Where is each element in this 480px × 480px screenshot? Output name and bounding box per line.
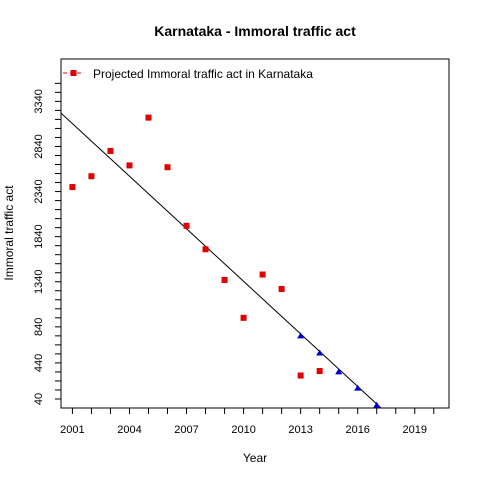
- trend-line-layer: [61, 112, 382, 408]
- data-point-square: [126, 162, 133, 169]
- y-axis-label: Immoral traffic act: [2, 185, 16, 281]
- y-tick-label: 840: [33, 318, 45, 336]
- y-tick-label: 2340: [33, 179, 45, 203]
- data-point-square: [69, 184, 76, 191]
- data-point-square: [297, 372, 304, 379]
- legend-label: Projected Immoral traffic act in Karnata…: [93, 67, 313, 81]
- x-tick-label: 2004: [117, 424, 141, 436]
- x-tick-label: 2001: [60, 424, 84, 436]
- legend: Projected Immoral traffic act in Karnata…: [63, 67, 313, 81]
- y-tick-label: 1340: [33, 270, 45, 294]
- x-tick-label: 2007: [174, 424, 198, 436]
- data-point-square: [240, 314, 247, 321]
- data-point-square: [145, 114, 152, 121]
- x-tick-label: 2019: [403, 424, 427, 436]
- x-tick-label: 2010: [231, 424, 255, 436]
- y-tick-label: 1840: [33, 224, 45, 248]
- chart-title: Karnataka - Immoral traffic act: [154, 23, 356, 39]
- y-axis: 40 440 840 1340 1840 2340 2840 3340: [33, 82, 62, 405]
- data-point-triangle: [297, 332, 305, 339]
- data-point-square: [259, 271, 266, 278]
- y-tick-label: 40: [33, 393, 45, 405]
- x-axis-label: Year: [243, 451, 267, 465]
- data-point-square: [278, 285, 285, 292]
- x-axis: 2001 2004 2007 2010 2013 2016 2019: [60, 407, 435, 436]
- data-point-square: [202, 246, 209, 253]
- x-tick-label: 2016: [345, 424, 369, 436]
- data-point-square: [316, 368, 323, 375]
- data-point-square: [88, 173, 95, 180]
- data-point-triangle: [373, 401, 381, 408]
- data-point-square: [183, 222, 190, 229]
- y-tick-label: 2840: [33, 134, 45, 158]
- data-point-triangle: [335, 368, 343, 375]
- data-point-triangle: [354, 384, 362, 391]
- y-tick-label: 3340: [33, 89, 45, 113]
- data-point-triangle: [316, 349, 324, 356]
- data-points-layer: [69, 114, 381, 408]
- data-point-square: [164, 164, 171, 171]
- trend-line: [61, 112, 382, 408]
- y-tick-label: 440: [33, 354, 45, 372]
- legend-square-marker: [70, 70, 77, 76]
- data-point-square: [221, 276, 228, 283]
- data-point-square: [107, 147, 114, 154]
- x-tick-label: 2013: [288, 424, 312, 436]
